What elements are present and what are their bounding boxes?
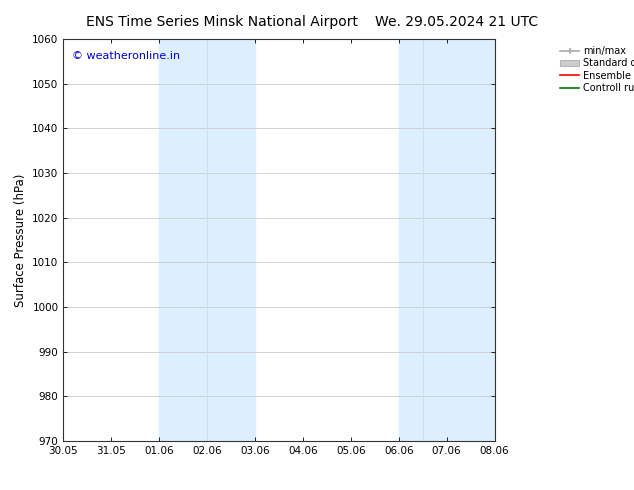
Text: © weatheronline.in: © weatheronline.in [72,51,180,61]
Text: ENS Time Series Minsk National Airport: ENS Time Series Minsk National Airport [86,15,358,29]
Legend: min/max, Standard deviation, Ensemble mean run, Controll run: min/max, Standard deviation, Ensemble me… [558,44,634,95]
Bar [399,39,495,441]
Bar [159,39,255,441]
Text: We. 29.05.2024 21 UTC: We. 29.05.2024 21 UTC [375,15,538,29]
Y-axis label: Surface Pressure (hPa): Surface Pressure (hPa) [14,173,27,307]
